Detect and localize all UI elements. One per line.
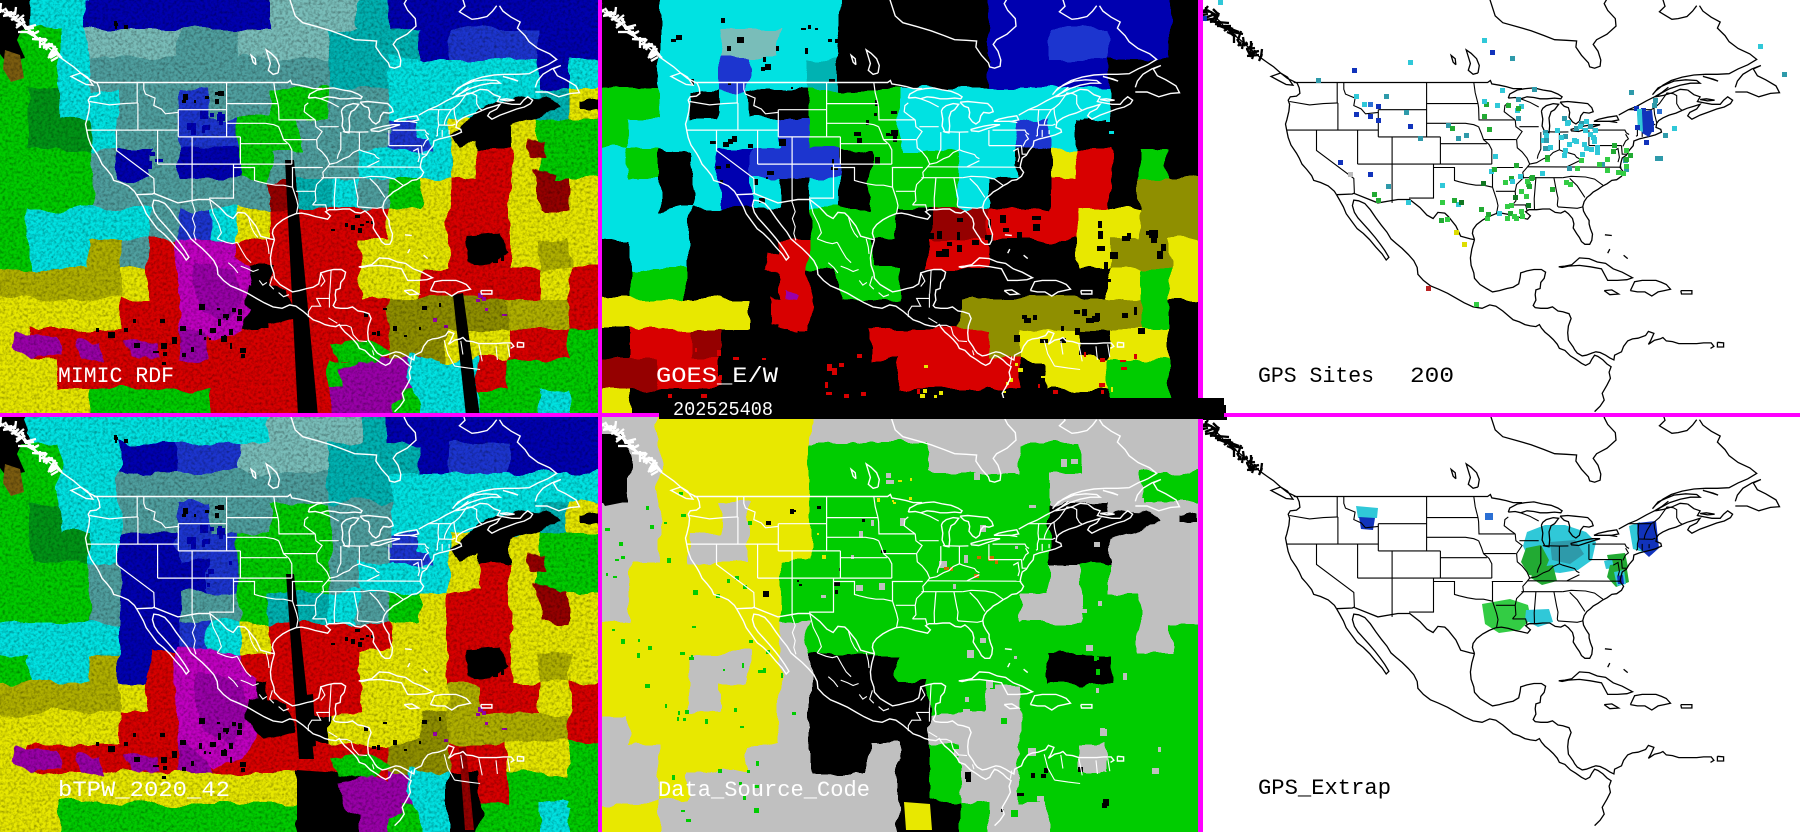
svg-text:202525408: 202525408 [673,399,773,419]
svg-text:GPS_Extrap: GPS_Extrap [1258,776,1391,801]
svg-text:GOES_E/W: GOES_E/W [656,364,779,389]
svg-text:bTPW_2020_42: bTPW_2020_42 [58,778,230,803]
svg-text:Data_Source_Code: Data_Source_Code [658,778,870,803]
svg-text:MIMIC RDF: MIMIC RDF [58,364,174,389]
svg-text:200: 200 [1410,364,1454,389]
svg-text:GPS Sites: GPS Sites [1258,364,1374,389]
